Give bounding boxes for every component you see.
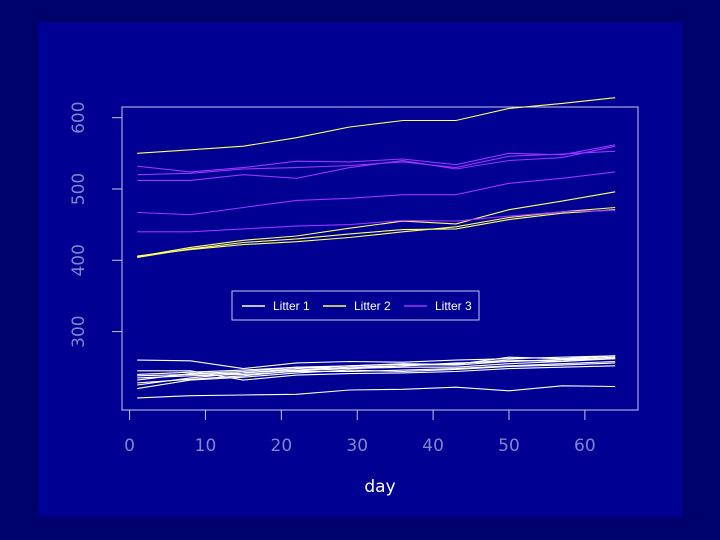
series-line-litter-3-1: [137, 144, 616, 173]
legend-label-litter-3: Litter 3: [435, 299, 472, 313]
series-line-litter-1-10: [137, 356, 616, 377]
y-tick-label: 600: [69, 101, 89, 133]
y-tick-label: 300: [69, 315, 89, 347]
series-line-litter-3-5: [137, 209, 616, 233]
x-axis-title: day: [364, 477, 395, 497]
x-tick-label: 60: [574, 436, 596, 456]
legend-label-litter-2: Litter 2: [354, 299, 391, 313]
series-line-litter-2-2: [137, 191, 616, 258]
plot-frame: [121, 106, 639, 411]
x-tick-label: 40: [422, 436, 444, 456]
legend-label-litter-1: Litter 1: [273, 299, 310, 313]
series-line-litter-2-3: [137, 209, 616, 258]
x-tick-label: 30: [346, 436, 368, 456]
legend-box: [231, 290, 480, 321]
series-line-litter-3-3: [137, 150, 616, 176]
series-line-litter-1-1: [137, 385, 616, 399]
series-line-litter-1-3: [137, 358, 616, 384]
x-tick-label: 0: [124, 436, 135, 456]
x-tick-label: 50: [498, 436, 520, 456]
series-layer: [137, 97, 616, 399]
legend: Litter 1 Litter 2 Litter 3: [231, 290, 480, 321]
series-line-litter-2-4: [137, 206, 616, 257]
x-tick-label: 10: [195, 436, 217, 456]
y-tick-label: 400: [69, 244, 89, 276]
series-line-litter-1-9: [137, 355, 616, 386]
legend-items: Litter 1 Litter 2 Litter 3: [242, 299, 472, 313]
series-line-litter-3-4: [137, 171, 616, 216]
x-tick-label: 20: [271, 436, 293, 456]
series-line-litter-2-1: [137, 97, 616, 154]
x-axis: 0 10 20 30 40 50 60: [124, 410, 596, 456]
y-tick-label: 500: [69, 173, 89, 205]
y-axis: 300 400 500 600: [69, 101, 122, 348]
